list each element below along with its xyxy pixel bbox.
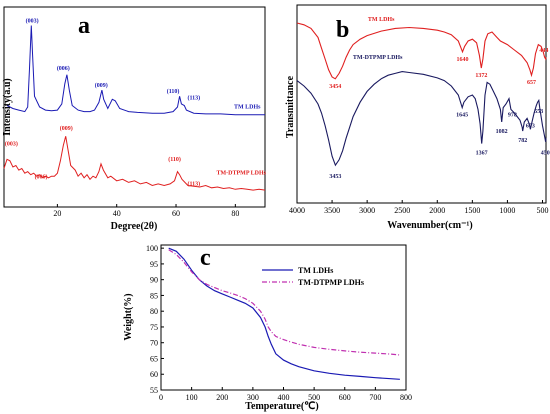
panel-c-ytick-label: 85 <box>150 291 158 300</box>
panel-c-chart: 0 100 200 300 400 500 600 700 800 55 60 65 70 75 80 85 9… <box>123 244 412 412</box>
panel-c-xtick-label: 600 <box>339 393 351 402</box>
panel-b-peak-label: 1372 <box>475 73 487 79</box>
panel-b-xtick-label: 2000 <box>429 206 445 215</box>
panel-c-ytick-label: 75 <box>150 323 158 332</box>
panel-b-peak-label: 1082 <box>496 129 508 135</box>
panel-b-series-label: TM-DTPMP LDHs <box>353 55 403 61</box>
panel-a-peak-label: (110) <box>167 88 180 95</box>
panel-b-xtick-label: 2500 <box>394 206 410 215</box>
panel-b-series-line-tm <box>296 22 547 80</box>
panel-c-ylabel: Weight(%) <box>123 293 134 340</box>
panel-b-peak-label: 657 <box>527 80 536 86</box>
panel-a-peak-label: (003) <box>26 17 39 24</box>
panel-c-xtick-label: 200 <box>216 393 228 402</box>
panel-b-peak-label: 450 <box>541 150 550 156</box>
panel-a-peak-label: (003) <box>5 140 18 147</box>
panel-b-chart: 4000 3500 3000 2500 2000 1500 1000 500 3454 1640… <box>285 4 550 231</box>
panel-b-xtick-label: 4000 <box>289 206 305 215</box>
panel-c-xtick-label: 300 <box>247 393 259 402</box>
panel-b-peak-label: 978 <box>508 113 517 119</box>
panel-b-peak-label: 673 <box>526 123 535 129</box>
panel-c-xtick-label: 500 <box>308 393 320 402</box>
panel-c-ytick-label: 95 <box>150 260 158 269</box>
panel-c-ytick-label: 90 <box>150 276 158 285</box>
panel-b-series-line-dtpmp <box>296 71 547 167</box>
panel-b-peak-label: 553 <box>534 109 543 115</box>
panel-a-series-line-dtpmp <box>3 136 266 191</box>
panel-a-peak-label: TM LDHs <box>234 105 261 111</box>
panel-c-letter: c <box>200 245 211 271</box>
panel-a-peak-label: (006) <box>35 174 48 181</box>
panel-b-peak-label: 1645 <box>456 113 468 119</box>
panel-a-peak-label: (009) <box>95 82 108 89</box>
panel-c-series-line-dtpmp <box>168 249 400 356</box>
panel-a-xtick-label: 20 <box>53 209 61 218</box>
panel-b-letter: b <box>336 17 349 43</box>
panel-b-xlabel: Wavenumber(cm⁻¹) <box>387 220 472 231</box>
panel-a-xtick-label: 80 <box>231 209 239 218</box>
panel-b-peak-label: 1367 <box>476 150 488 156</box>
panel-b-ylabel: Transmittance <box>285 75 296 138</box>
panel-c-xtick-label: 400 <box>278 393 290 402</box>
panel-b-peak-label: 444 <box>539 48 548 54</box>
panel-a-peak-label: (113) <box>187 94 200 101</box>
panel-a-letter: a <box>78 13 90 39</box>
panel-c-frame <box>160 244 407 391</box>
panel-a-xtick-label: 40 <box>113 209 121 218</box>
panel-b-xtick-label: 3500 <box>324 206 340 215</box>
panel-b-peak-label: 3453 <box>329 174 341 180</box>
panel-c-series-line-tm <box>168 247 400 380</box>
panel-b-xtick-label: 1500 <box>464 206 480 215</box>
panel-a-frame <box>3 6 266 208</box>
panel-c-ytick-label: 60 <box>150 370 158 379</box>
panel-b-peak-label: 3454 <box>329 84 341 90</box>
panel-b-peak-label: 782 <box>518 138 527 144</box>
panel-c-ytick-label: 80 <box>150 307 158 316</box>
panel-c-xtick-label: 800 <box>400 393 412 402</box>
panel-a-series-line-tm <box>6 25 265 116</box>
panel-a-peak-label: (113) <box>187 180 200 187</box>
panel-a-ylabel: Intensity(a.u) <box>2 78 13 136</box>
panel-c-ytick-label: 70 <box>150 339 158 348</box>
panel-a-xtick-label: 60 <box>172 209 180 218</box>
panel-c-xtick-label: 0 <box>159 393 163 402</box>
panel-b-xtick-label: 3000 <box>359 206 375 215</box>
panel-c-ytick-label: 65 <box>150 354 158 363</box>
panel-a-peak-label: (110) <box>168 156 181 163</box>
panel-c-ytick-label: 55 <box>150 386 158 395</box>
panel-c-legend-label: TM LDHs <box>298 266 333 275</box>
panel-b-xtick-label: 1000 <box>499 206 515 215</box>
panel-c-xlabel: Temperature(℃) <box>245 401 318 412</box>
panel-a-peak-label: TM-DTPMP LDHs <box>217 171 267 177</box>
panel-c-legend-label: TM-DTPMP LDHs <box>298 278 364 287</box>
panel-a-peak-label: (009) <box>60 125 73 132</box>
panel-c-xtick-label: 100 <box>186 393 198 402</box>
panel-c-xtick-label: 700 <box>369 393 381 402</box>
panel-b-peak-label: 1640 <box>457 57 469 63</box>
panel-a-chart: 20 40 60 80 (003) (006) (009) (110) (113) TM LDH… <box>2 6 267 232</box>
panel-a-peak-label: (006) <box>57 65 70 72</box>
panel-b-xtick-label: 500 <box>536 206 548 215</box>
panel-b-series-label: TM LDHs <box>368 17 395 23</box>
panel-a-xlabel: Degree(2θ) <box>111 221 158 232</box>
panel-b-frame <box>296 4 547 204</box>
panel-c-ytick-label: 100 <box>146 244 158 253</box>
